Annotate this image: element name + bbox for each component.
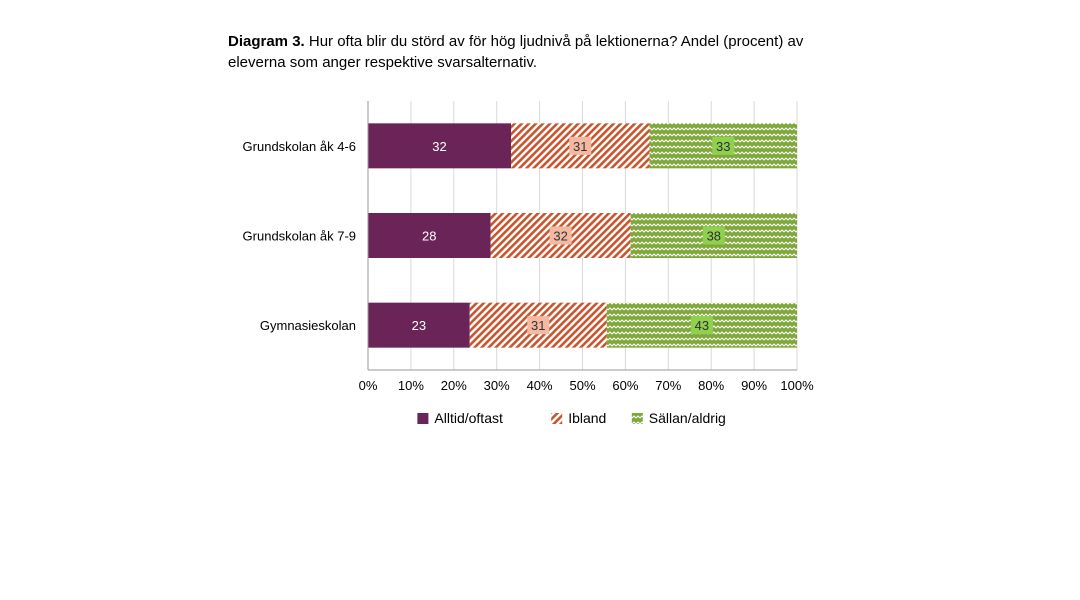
legend-label: Alltid/oftast xyxy=(434,410,503,426)
category-label: Grundskolan åk 7-9 xyxy=(243,229,356,244)
axes: 0% 10% 20% 30% 40% 50% 60% 70% 80% 90% 100% Grundsk… xyxy=(243,101,814,393)
caption-text: Hur ofta blir du störd av för hög ljudni… xyxy=(228,33,804,71)
legend-swatch xyxy=(417,413,429,424)
data-label: 23 xyxy=(412,318,426,333)
bar-segment xyxy=(368,302,470,348)
category-label: Gymnasieskolan xyxy=(260,318,356,333)
data-label: 33 xyxy=(716,139,730,154)
x-tick-label: 80% xyxy=(698,378,724,393)
legend: Alltid/oftast Ibland Sällan/aldrig xyxy=(417,410,726,426)
data-label: 32 xyxy=(553,229,567,244)
x-tick-label: 0% xyxy=(359,378,378,393)
data-label-background xyxy=(569,136,592,155)
data-label: 43 xyxy=(695,318,709,333)
x-tick-label: 50% xyxy=(569,378,595,393)
x-tick-label: 70% xyxy=(655,378,681,393)
bar-segment xyxy=(368,213,491,258)
data-label-background xyxy=(702,226,725,245)
data-label: 31 xyxy=(573,139,587,154)
x-tick-label: 30% xyxy=(484,378,510,393)
legend-swatch xyxy=(551,413,563,424)
x-tick-label: 10% xyxy=(398,378,424,393)
legend-label: Sällan/aldrig xyxy=(649,410,726,426)
bar-segment xyxy=(368,123,511,169)
data-label: 38 xyxy=(707,229,721,244)
legend-swatch xyxy=(631,413,643,424)
data-label-background xyxy=(712,136,735,155)
data-label-background xyxy=(690,316,713,335)
x-tick-label: 20% xyxy=(441,378,467,393)
x-tick-label: 40% xyxy=(527,378,553,393)
caption-lead: Diagram 3. xyxy=(228,33,305,50)
x-tick-label: 60% xyxy=(612,378,638,393)
x-tick-label: 100% xyxy=(780,378,814,393)
data-label: 28 xyxy=(422,229,436,244)
legend-label: Ibland xyxy=(568,410,606,426)
chart-caption: Diagram 3. Hur ofta blir du störd av för… xyxy=(228,31,848,73)
data-label: 31 xyxy=(531,318,545,333)
x-tick-label: 90% xyxy=(741,378,767,393)
data-label: 32 xyxy=(432,139,446,154)
data-label-background xyxy=(549,226,572,245)
category-label: Grundskolan åk 4-6 xyxy=(243,139,356,154)
bars: 32 31 33 28 32 38 23 31 43 xyxy=(368,123,797,348)
data-label-background xyxy=(527,316,550,335)
